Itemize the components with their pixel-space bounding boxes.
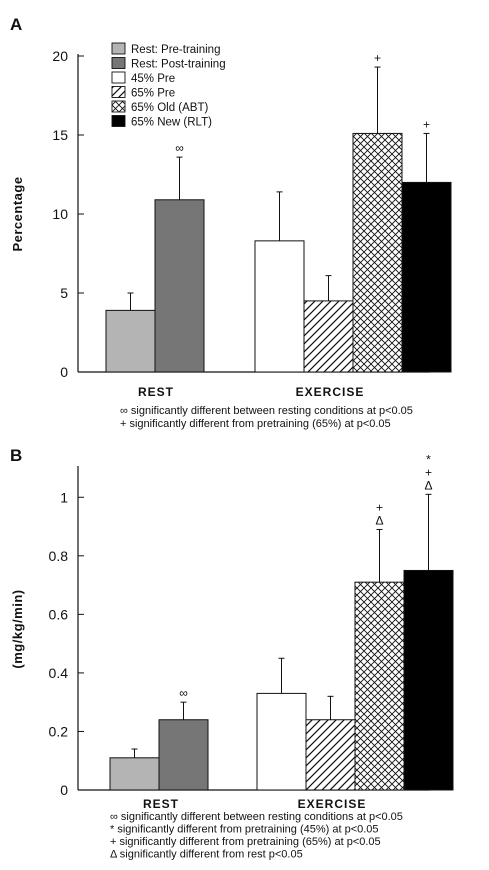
legend-swatch-pre45 (111, 71, 126, 84)
chart-a-significance-mark: + (423, 117, 430, 131)
chart-a-y-tick-label: 15 (52, 127, 68, 143)
chart-b-significance-mark: + (425, 465, 432, 479)
chart-b-panel-letter: B (10, 446, 22, 465)
chart-b-bar-rest_pre (109, 757, 160, 791)
legend-swatch-new65 (111, 115, 126, 127)
chart-b-footnote: ∞ significantly different between restin… (110, 811, 403, 823)
chart-b-y-axis-label: (mg/kg/min) (10, 589, 25, 668)
chart-b-y-tick-label: 0.6 (49, 606, 69, 622)
chart-b-significance-mark: + (376, 500, 383, 514)
legend-label-pre65: 65% Pre (131, 88, 175, 100)
legend-label-pre45: 45% Pre (131, 73, 175, 85)
chart-a-bar-pre65 (303, 300, 354, 373)
legend: Rest: Pre-training Rest: Post-training 45%… (111, 42, 226, 129)
chart-a-group-label: REST (138, 385, 174, 399)
chart-a-bar-pre45 (254, 240, 305, 373)
chart-a-y-tick-label: 0 (60, 364, 68, 380)
chart-a-y-tick-label: 5 (60, 285, 68, 301)
chart-a-bar-new65 (401, 181, 452, 373)
chart-b-y-tick-label: 0.8 (49, 548, 69, 564)
legend-swatch-rest_post (111, 57, 126, 69)
chart-a-bar-rest_post (154, 199, 205, 373)
chart-a-group-label: EXERCISE (296, 385, 365, 399)
chart-b-significance-mark: Δ (375, 513, 383, 527)
chart-b-y-tick-label: 0 (60, 782, 68, 798)
chart-a-footnote: ∞ significantly different between restin… (120, 405, 413, 417)
panel-a-chart: A 0 5 10 15 20 Percentage ∞ + + REST EXERCISE ∞ sign… (10, 15, 452, 430)
chart-b-significance-mark: * (426, 452, 431, 466)
legend-label-rest_post: Rest: Post-training (131, 59, 226, 71)
chart-b-footnote: Δ significantly different from rest p<0.… (110, 849, 303, 861)
chart-b-y-tick-label: 0.4 (49, 665, 69, 681)
chart-a-significance-mark: + (374, 51, 381, 65)
legend-swatch-pre65 (111, 86, 126, 98)
legend-swatch-rest_pre (111, 42, 126, 55)
chart-b-significance-mark: ∞ (179, 686, 188, 700)
legend-label-rest_pre: Rest: Pre-training (131, 44, 220, 56)
chart-b-bar-new65 (403, 569, 454, 791)
chart-b-footnote: * significantly different from pretraini… (110, 824, 379, 836)
chart-a-footnote: + significantly different from pretraini… (120, 418, 391, 430)
legend-label-new65: 65% New (RLT) (131, 117, 212, 129)
chart-a-y-tick-label: 20 (52, 48, 68, 64)
chart-b-group-label: EXERCISE (298, 797, 367, 811)
legend-swatch-old65 (111, 100, 126, 113)
chart-b-bar-rest_post (158, 719, 209, 791)
chart-b-footnote: + significantly different from pretraini… (110, 836, 381, 848)
chart-a-significance-mark: ∞ (175, 141, 184, 155)
chart-a-panel-letter: A (10, 15, 22, 34)
chart-b-group-label: REST (143, 797, 179, 811)
chart-b-significance-mark: Δ (424, 478, 432, 492)
chart-a-y-axis-label: Percentage (10, 176, 25, 251)
chart-a-bar-old65 (352, 132, 403, 373)
chart-b-bar-old65 (354, 581, 405, 791)
chart-b-y-tick-label: 1 (60, 489, 68, 505)
chart-b-y-tick-label: 0.2 (49, 723, 69, 739)
legend-label-old65: 65% Old (ABT) (131, 102, 208, 114)
chart-a-bar-rest_pre (105, 309, 156, 373)
chart-b-bar-pre45 (256, 692, 307, 791)
chart-b-bar-pre65 (305, 719, 356, 791)
chart-a-y-tick-label: 10 (52, 206, 68, 222)
